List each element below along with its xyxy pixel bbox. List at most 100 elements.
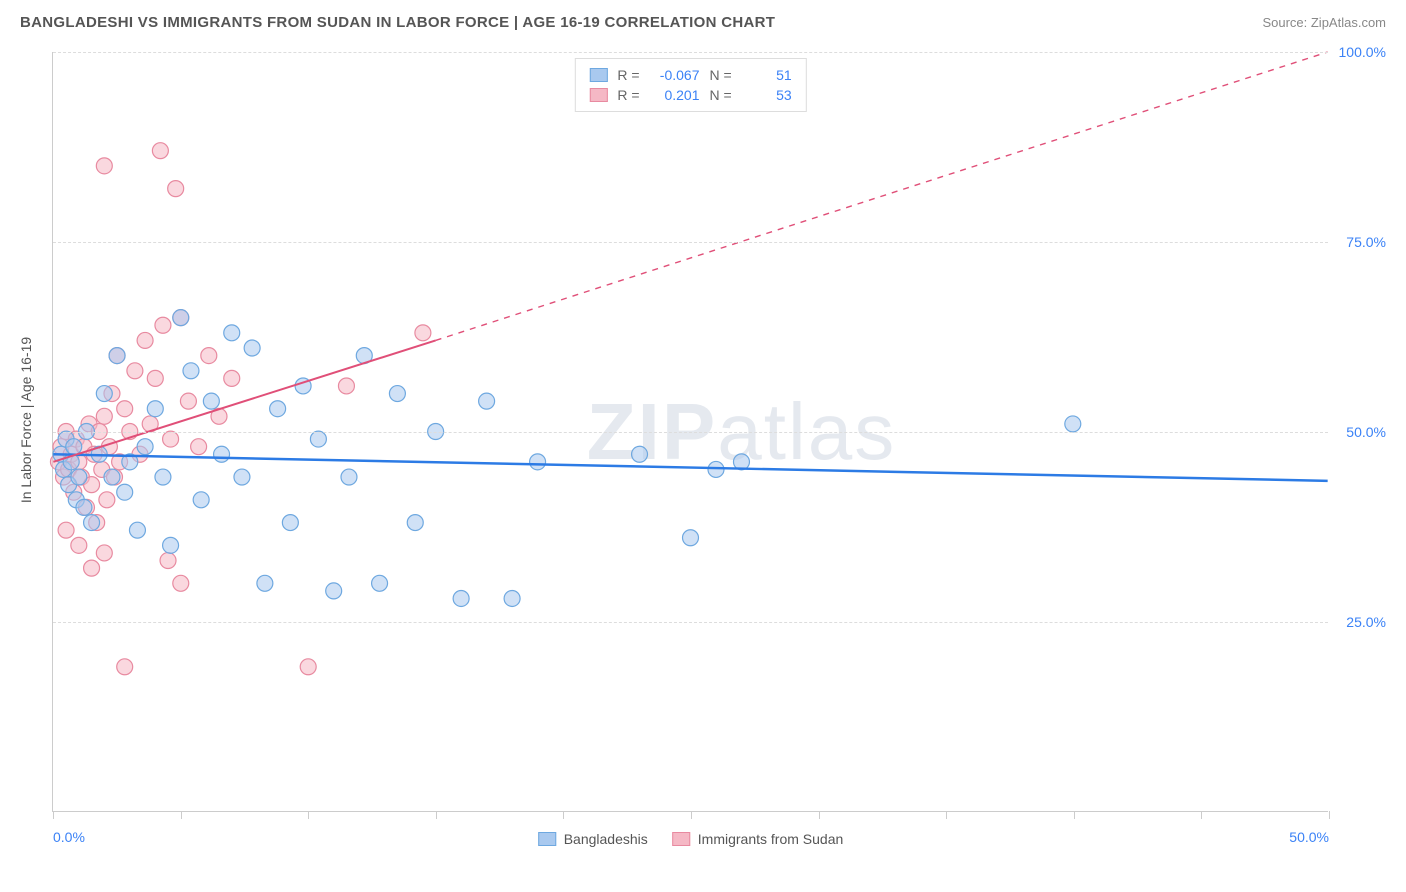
y-tick-label: 100.0% [1339,44,1386,60]
grid-line [53,242,1328,243]
legend-row-0: R = -0.067 N = 51 [589,65,791,85]
swatch-bottom-1 [672,832,690,846]
legend-label-1: Immigrants from Sudan [698,831,844,847]
data-point [163,537,179,553]
data-point [96,408,112,424]
data-point [155,469,171,485]
r-label: R = [617,67,639,83]
r-value-1: 0.201 [650,87,700,103]
data-point [127,363,143,379]
data-point [96,386,112,402]
data-point [479,393,495,409]
x-tick [946,811,947,819]
y-tick-label: 75.0% [1346,234,1386,250]
data-point [244,340,260,356]
data-point [282,515,298,531]
data-point [708,461,724,477]
x-tick-label: 50.0% [1289,829,1329,845]
n-value-1: 53 [742,87,792,103]
data-point [180,393,196,409]
data-point [173,310,189,326]
y-tick-label: 50.0% [1346,424,1386,440]
data-point [84,515,100,531]
data-point [71,537,87,553]
x-tick [563,811,564,819]
x-tick [691,811,692,819]
chart-header: BANGLADESHI VS IMMIGRANTS FROM SUDAN IN … [0,0,1406,41]
legend-item-1: Immigrants from Sudan [672,831,844,847]
data-point [310,431,326,447]
data-point [234,469,250,485]
x-tick [53,811,54,819]
data-point [193,492,209,508]
grid-line [53,622,1328,623]
x-tick [819,811,820,819]
data-point [96,545,112,561]
data-point [137,332,153,348]
x-tick [308,811,309,819]
data-point [338,378,354,394]
legend-item-0: Bangladeshis [538,831,648,847]
y-tick-label: 25.0% [1346,614,1386,630]
data-point [152,143,168,159]
data-point [201,348,217,364]
data-point [58,522,74,538]
series-legend: Bangladeshis Immigrants from Sudan [538,831,844,847]
data-point [96,158,112,174]
data-point [71,469,87,485]
x-tick [1329,811,1330,819]
data-point [66,439,82,455]
data-point [117,401,133,417]
legend-label-0: Bangladeshis [564,831,648,847]
data-point [84,560,100,576]
data-point [407,515,423,531]
n-label: N = [710,67,732,83]
data-point [173,575,189,591]
chart-title: BANGLADESHI VS IMMIGRANTS FROM SUDAN IN … [20,14,775,31]
data-point [1065,416,1081,432]
data-point [214,446,230,462]
x-tick-label: 0.0% [53,829,85,845]
x-tick [1201,811,1202,819]
swatch-series-1 [589,88,607,102]
data-point [300,659,316,675]
n-value-0: 51 [742,67,792,83]
data-point [504,590,520,606]
x-tick [1074,811,1075,819]
data-point [117,659,133,675]
data-point [257,575,273,591]
y-axis-label: In Labor Force | Age 16-19 [18,337,34,503]
data-point [137,439,153,455]
data-point [415,325,431,341]
data-point [147,370,163,386]
data-point [109,348,125,364]
data-point [147,401,163,417]
grid-line [53,52,1328,53]
data-point [183,363,199,379]
data-point [224,325,240,341]
data-point [168,181,184,197]
data-point [341,469,357,485]
n-label: N = [710,87,732,103]
data-point [224,370,240,386]
data-point [99,492,115,508]
r-value-0: -0.067 [650,67,700,83]
data-point [632,446,648,462]
data-point [129,522,145,538]
chart-plot-area: ZIPatlas R = -0.067 N = 51 R = 0.201 N =… [52,52,1328,812]
data-point [76,499,92,515]
data-point [117,484,133,500]
data-point [203,393,219,409]
x-tick [181,811,182,819]
r-label: R = [617,87,639,103]
data-point [155,317,171,333]
data-point [683,530,699,546]
data-point [389,386,405,402]
trend-line-extrapolated [436,52,1328,340]
data-point [270,401,286,417]
swatch-series-0 [589,68,607,82]
grid-line [53,432,1328,433]
data-point [104,469,120,485]
data-point [163,431,179,447]
data-point [453,590,469,606]
